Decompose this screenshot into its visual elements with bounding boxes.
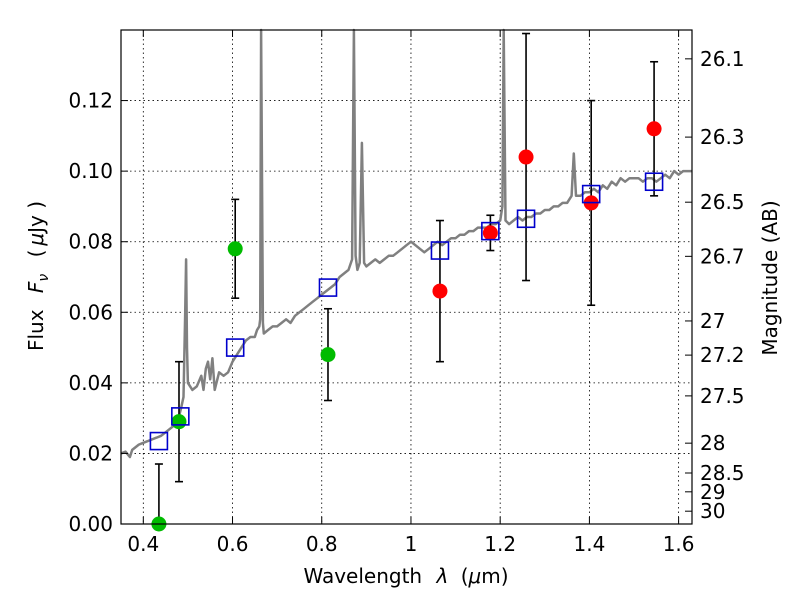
y-tick-label: 0.12 — [68, 89, 113, 113]
model-square-marker — [644, 172, 664, 192]
axis-ticks: 0.4 0.6 0.8 1 1.2 1.4 1.6 0.00 0.02 0.04 0.06 0.08 0… — [68, 30, 745, 556]
x-tick-label: 1.6 — [663, 532, 695, 556]
y-tick-label: 0.08 — [68, 230, 113, 254]
y-tick-label: 0.02 — [68, 441, 113, 465]
y-tick-label: 0.06 — [68, 300, 113, 324]
mag-tick-label: 26.1 — [700, 47, 745, 71]
data-markers — [149, 121, 664, 532]
model-square-marker — [516, 209, 536, 229]
mag-tick-label: 30 — [700, 499, 725, 523]
green-data-point — [171, 414, 187, 430]
mag-tick-label: 29 — [700, 480, 725, 504]
y-tick-label: 0.10 — [68, 159, 113, 183]
model-square-marker — [581, 184, 601, 204]
mag-tick-label: 27.2 — [700, 343, 745, 367]
error-bars — [154, 32, 659, 524]
x-axis-label: Wavelength λ (μm) — [303, 564, 508, 588]
mag-tick-label: 26.7 — [700, 244, 745, 268]
mag-tick-label: 26.5 — [700, 190, 745, 214]
mag-tick-label: 27.5 — [700, 384, 745, 408]
red-data-point — [518, 149, 534, 165]
x-tick-label: 0.6 — [217, 532, 249, 556]
spectrum-layer — [120, 28, 692, 459]
green-data-point — [227, 241, 243, 257]
mag-tick-label: 28.5 — [700, 461, 745, 485]
model-square-marker — [225, 338, 245, 357]
y-tick-label: 0.04 — [68, 371, 113, 395]
red-data-point — [482, 225, 498, 241]
y2-axis-label: Magnitude (AB) — [758, 200, 782, 355]
mag-tick-label: 27 — [700, 309, 725, 333]
mag-tick-label: 28 — [700, 431, 725, 455]
model-spectrum-line — [120, 28, 692, 459]
model-square-marker — [171, 407, 190, 426]
green-data-point — [320, 347, 336, 363]
model-square-marker — [481, 221, 500, 241]
x-tick-label: 1.4 — [573, 532, 605, 556]
x-tick-label: 1.2 — [484, 532, 516, 556]
red-data-point — [646, 121, 662, 137]
x-tick-label: 1 — [405, 532, 418, 556]
x-tick-label: 0.8 — [306, 532, 338, 556]
mag-tick-label: 26.3 — [700, 125, 745, 149]
y-tick-label: 0.00 — [68, 512, 113, 536]
x-tick-label: 0.4 — [127, 532, 159, 556]
grid-lines — [121, 30, 692, 525]
model-square-marker — [318, 278, 338, 297]
red-data-point — [432, 283, 448, 299]
y-axis-label: Flux Fν (μJy ) — [24, 201, 53, 351]
model-square-marker — [430, 241, 450, 260]
model-square-marker — [149, 431, 169, 451]
plot-frame — [120, 29, 693, 525]
